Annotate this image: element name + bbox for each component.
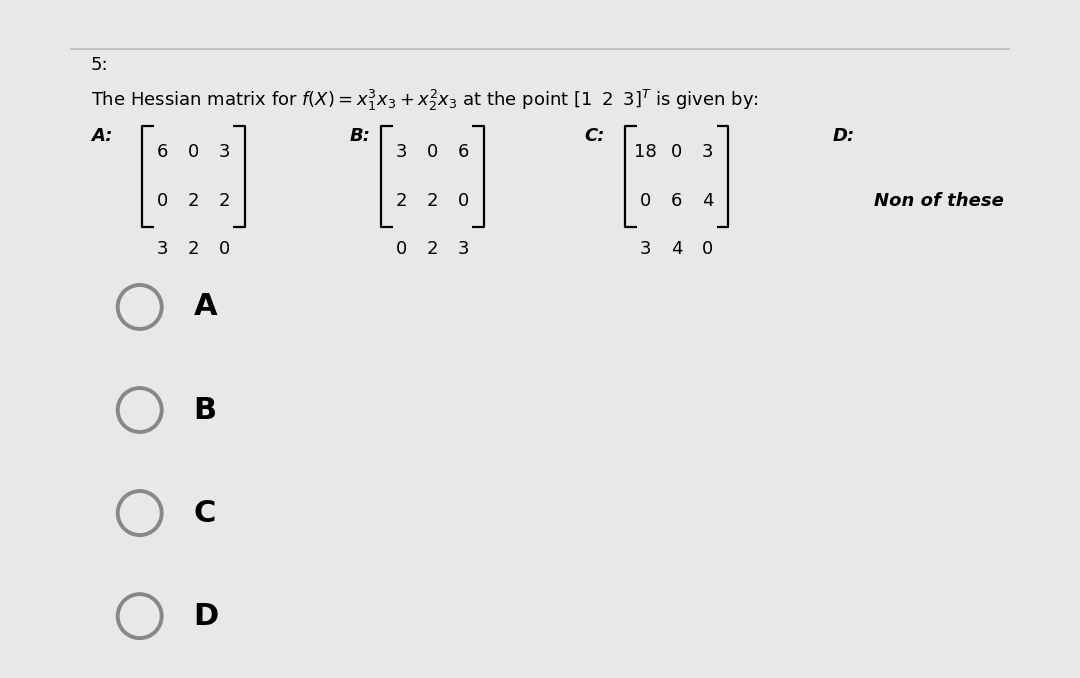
Text: 0: 0 bbox=[395, 240, 407, 258]
Text: The Hessian matrix for $f(X) = x_1^3x_3 + x_2^2x_3$ at the point $[1\;\;2\;\;3]^: The Hessian matrix for $f(X) = x_1^3x_3 … bbox=[91, 88, 758, 113]
Text: A:: A: bbox=[91, 127, 112, 145]
Text: 0: 0 bbox=[458, 192, 470, 210]
Text: 0: 0 bbox=[639, 192, 651, 210]
Text: 3: 3 bbox=[458, 240, 470, 258]
Text: 4: 4 bbox=[671, 240, 683, 258]
Text: 4: 4 bbox=[702, 192, 714, 210]
Text: 3: 3 bbox=[702, 143, 714, 161]
Text: 0: 0 bbox=[702, 240, 714, 258]
Text: 2: 2 bbox=[395, 192, 407, 210]
Text: B: B bbox=[193, 395, 216, 424]
Text: 0: 0 bbox=[427, 143, 438, 161]
Text: 3: 3 bbox=[157, 240, 167, 258]
Text: 6: 6 bbox=[157, 143, 167, 161]
Text: 0: 0 bbox=[157, 192, 167, 210]
Text: 3: 3 bbox=[639, 240, 651, 258]
Text: 6: 6 bbox=[671, 192, 683, 210]
Text: 0: 0 bbox=[188, 143, 199, 161]
Text: D:: D: bbox=[833, 127, 855, 145]
Text: 6: 6 bbox=[458, 143, 470, 161]
Text: 2: 2 bbox=[427, 240, 438, 258]
Text: 2: 2 bbox=[219, 192, 230, 210]
Text: 2: 2 bbox=[188, 240, 199, 258]
Text: 0: 0 bbox=[671, 143, 683, 161]
Text: 2: 2 bbox=[188, 192, 199, 210]
Text: 2: 2 bbox=[427, 192, 438, 210]
Text: 0: 0 bbox=[219, 240, 230, 258]
Text: 3: 3 bbox=[395, 143, 407, 161]
Text: A: A bbox=[193, 292, 217, 321]
Text: C: C bbox=[193, 498, 216, 527]
Text: C:: C: bbox=[584, 127, 605, 145]
Text: 5:: 5: bbox=[91, 56, 108, 74]
Text: 3: 3 bbox=[219, 143, 230, 161]
Text: Non of these: Non of these bbox=[874, 192, 1003, 210]
Text: 18: 18 bbox=[634, 143, 657, 161]
Text: B:: B: bbox=[350, 127, 370, 145]
Text: D: D bbox=[193, 601, 218, 631]
